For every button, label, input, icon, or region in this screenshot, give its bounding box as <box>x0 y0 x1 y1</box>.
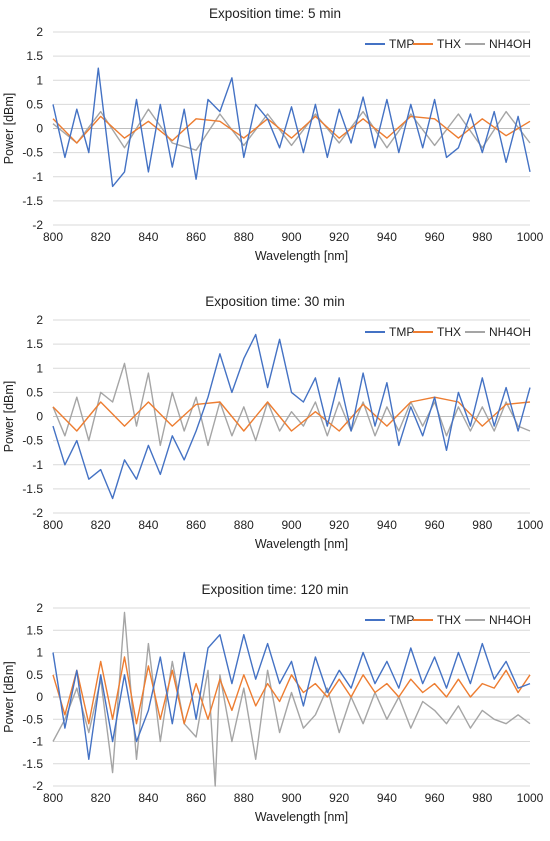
x-axis-title: Wavelength [nm] <box>255 537 348 551</box>
legend-label: NH4OH <box>489 37 531 51</box>
x-tick-label: 860 <box>186 791 206 805</box>
x-tick-label: 880 <box>234 230 254 244</box>
x-tick-label: 900 <box>281 230 301 244</box>
series-line-thx <box>52 396 531 432</box>
x-tick-label: 920 <box>329 518 349 532</box>
y-tick-label: 1 <box>36 361 43 375</box>
y-tick-label: 1.5 <box>26 337 43 351</box>
x-tick-label: 940 <box>377 518 397 532</box>
x-tick-label: 840 <box>138 230 158 244</box>
series-line-tmp <box>52 634 531 760</box>
legend-label: NH4OH <box>489 325 531 339</box>
x-tick-label: 860 <box>186 518 206 532</box>
x-tick-label: 960 <box>425 791 445 805</box>
chart-panel: Exposition time: 5 min 2 1.5 1 0.5 0 -0.5 -1 -1.… <box>2 6 544 263</box>
y-tick-label: -0.5 <box>22 146 43 160</box>
x-tick-label: 840 <box>138 791 158 805</box>
y-tick-label: 0 <box>36 690 43 704</box>
chart-title: Exposition time: 120 min <box>201 582 348 597</box>
x-tick-label: 940 <box>377 791 397 805</box>
series-line-nh4oh <box>52 108 531 151</box>
y-tick-label: -1 <box>32 458 43 472</box>
y-tick-label: -1 <box>32 170 43 184</box>
x-tick-label: 820 <box>91 791 111 805</box>
series-line-tmp <box>52 67 531 188</box>
y-tick-label: 0.5 <box>26 668 43 682</box>
series-line-nh4oh <box>52 611 531 787</box>
y-tick-label: 1.5 <box>26 623 43 637</box>
x-tick-label: 820 <box>91 518 111 532</box>
y-tick-label: -0.5 <box>22 434 43 448</box>
y-tick-label: -1.5 <box>22 757 43 771</box>
chart-panel: Exposition time: 120 min 2 1.5 1 0.5 0 -0.5 -1 -… <box>2 582 544 824</box>
y-tick-label: -2 <box>32 506 43 520</box>
y-tick-label: 1 <box>36 646 43 660</box>
series-line-nh4oh <box>52 362 531 447</box>
x-tick-label: 800 <box>43 518 63 532</box>
y-tick-label: -1.5 <box>22 482 43 496</box>
x-tick-label: 880 <box>234 791 254 805</box>
chart-panel: Exposition time: 30 min 2 1.5 1 0.5 0 -0.5 -1 -1… <box>2 294 544 551</box>
x-tick-label: 880 <box>234 518 254 532</box>
legend-label: TMP <box>389 37 414 51</box>
chart-title: Exposition time: 30 min <box>205 294 345 309</box>
y-tick-label: -2 <box>32 779 43 793</box>
series-line-thx <box>52 115 531 144</box>
x-tick-label: 1000 <box>517 230 544 244</box>
x-tick-label: 980 <box>472 230 492 244</box>
y-tick-label: -0.5 <box>22 712 43 726</box>
x-axis-title: Wavelength [nm] <box>255 810 348 824</box>
series-line-thx <box>52 656 531 725</box>
legend-label: TMP <box>389 325 414 339</box>
y-tick-label: 0.5 <box>26 97 43 111</box>
y-tick-label: 0 <box>36 410 43 424</box>
y-axis-title: Power [dBm] <box>2 93 16 165</box>
y-tick-label: 1.5 <box>26 49 43 63</box>
x-tick-label: 1000 <box>517 791 544 805</box>
x-tick-label: 900 <box>281 791 301 805</box>
x-tick-label: 940 <box>377 230 397 244</box>
x-tick-label: 980 <box>472 518 492 532</box>
y-tick-label: -1.5 <box>22 194 43 208</box>
x-tick-label: 860 <box>186 230 206 244</box>
x-axis-title: Wavelength [nm] <box>255 249 348 263</box>
series-line-tmp <box>52 333 531 500</box>
legend-label: THX <box>437 37 461 51</box>
x-tick-label: 800 <box>43 230 63 244</box>
legend-label: TMP <box>389 613 414 627</box>
legend-label: NH4OH <box>489 613 531 627</box>
x-tick-label: 960 <box>425 230 445 244</box>
legend-label: THX <box>437 325 461 339</box>
x-tick-label: 980 <box>472 791 492 805</box>
y-axis-title: Power [dBm] <box>2 661 16 733</box>
x-tick-label: 800 <box>43 791 63 805</box>
legend-label: THX <box>437 613 461 627</box>
chart-title: Exposition time: 5 min <box>209 6 341 21</box>
y-tick-label: -1 <box>32 735 43 749</box>
y-axis-title: Power [dBm] <box>2 381 16 453</box>
y-tick-label: 2 <box>36 25 43 39</box>
y-tick-label: 1 <box>36 73 43 87</box>
x-tick-label: 900 <box>281 518 301 532</box>
y-tick-label: 0.5 <box>26 385 43 399</box>
x-tick-label: 840 <box>138 518 158 532</box>
x-tick-label: 920 <box>329 230 349 244</box>
x-tick-label: 820 <box>91 230 111 244</box>
x-tick-label: 1000 <box>517 518 544 532</box>
y-tick-label: 2 <box>36 313 43 327</box>
x-tick-label: 920 <box>329 791 349 805</box>
y-tick-label: 0 <box>36 122 43 136</box>
y-tick-label: -2 <box>32 218 43 232</box>
x-tick-label: 960 <box>425 518 445 532</box>
y-tick-label: 2 <box>36 601 43 615</box>
